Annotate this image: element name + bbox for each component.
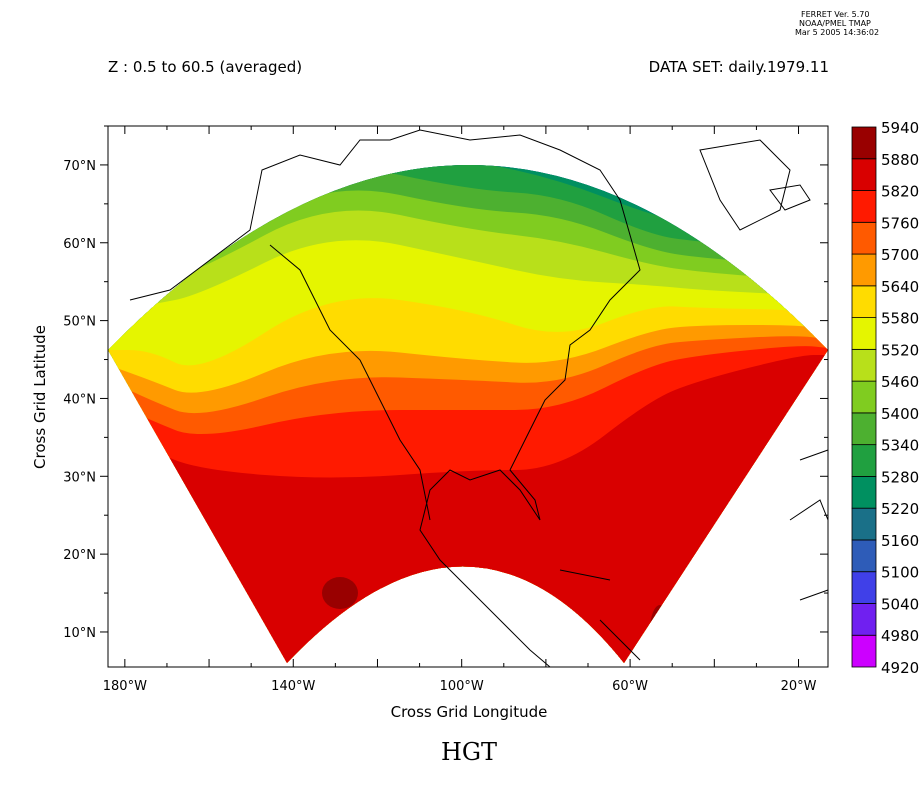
org-text: NOAA/PMEL TMAP — [799, 19, 871, 28]
coastline-fragments — [559, 449, 829, 661]
colorbar-swatch — [851, 285, 877, 318]
colorbar-label: 5700 — [881, 246, 919, 264]
version-text: FERRET Ver. 5.70 — [801, 10, 870, 19]
x-axis-label: Cross Grid Longitude — [390, 703, 548, 721]
colorbar-swatch — [851, 317, 877, 350]
colorbar-label: 5340 — [881, 437, 919, 455]
date-text: Mar 5 2005 14:36:02 — [795, 28, 880, 37]
x-tick-label: 100°W — [440, 679, 484, 694]
y-tick-label: 30°N — [63, 470, 96, 485]
contour-band — [322, 577, 358, 609]
colorbar-swatch — [851, 507, 877, 541]
colorbar-label: 5820 — [881, 183, 919, 201]
colorbar-label: 5520 — [881, 341, 919, 359]
colorbar-label: 5280 — [881, 468, 919, 486]
y-tick-label: 10°N — [63, 626, 96, 641]
colorbar-label: 5160 — [881, 532, 919, 550]
y-tick-label: 60°N — [63, 237, 96, 252]
x-tick-label: 140°W — [271, 679, 315, 694]
colorbar-label: 4920 — [881, 659, 919, 677]
colorbar-label: 5760 — [881, 214, 919, 232]
colorbar-label: 5580 — [881, 310, 919, 328]
colorbar-label: 5100 — [881, 564, 919, 582]
colorbar-swatch — [851, 476, 877, 509]
colorbar-swatch — [851, 190, 877, 223]
colorbar-label: 5940 — [881, 119, 919, 137]
colorbar-swatch — [851, 221, 877, 255]
greenland-coast — [699, 139, 811, 231]
x-tick-label: 60°W — [612, 679, 648, 694]
colorbar-swatch — [851, 380, 877, 414]
colorbar-label: 5220 — [881, 500, 919, 518]
x-tick-label: 20°W — [781, 679, 817, 694]
colorbar-label: 5880 — [881, 151, 919, 169]
colorbar-label: 5640 — [881, 278, 919, 296]
x-tick-label: 180°W — [103, 679, 147, 694]
colorbar-swatch — [851, 158, 877, 191]
colorbar-label: 5400 — [881, 405, 919, 423]
colorbar-swatch — [851, 126, 877, 160]
colorbar-swatch — [851, 539, 877, 573]
y-tick-label: 20°N — [63, 548, 96, 563]
y-tick-label: 50°N — [63, 315, 96, 330]
plot-frame — [107, 125, 829, 668]
colorbar-swatch — [851, 571, 877, 604]
colorbar-swatch — [851, 603, 877, 636]
y-tick-label: 70°N — [63, 159, 96, 174]
colorbar-swatch — [851, 412, 877, 446]
contour-fill — [108, 165, 828, 663]
colorbar-label: 5040 — [881, 595, 919, 613]
coastline — [129, 129, 641, 668]
ferret-header: FERRET Ver. 5.70 NOAA/PMEL TMAP Mar 5 20… — [795, 10, 905, 37]
contour-band — [650, 605, 670, 655]
colorbar-swatch — [851, 253, 877, 287]
y-axis-label: Cross Grid Latitude — [31, 325, 49, 469]
dataset-label: DATA SET: daily.1979.11 — [648, 58, 829, 76]
plot-title: HGT — [440, 738, 498, 766]
contour-band — [108, 355, 828, 663]
y-tick-label: 40°N — [63, 392, 96, 407]
colorbar-swatch — [851, 444, 877, 477]
colorbar-swatch — [851, 634, 877, 668]
subtitle: Z : 0.5 to 60.5 (averaged) — [108, 58, 303, 76]
colorbar-label: 4980 — [881, 627, 919, 645]
colorbar-label: 5460 — [881, 373, 919, 391]
colorbar-swatch — [851, 348, 877, 382]
